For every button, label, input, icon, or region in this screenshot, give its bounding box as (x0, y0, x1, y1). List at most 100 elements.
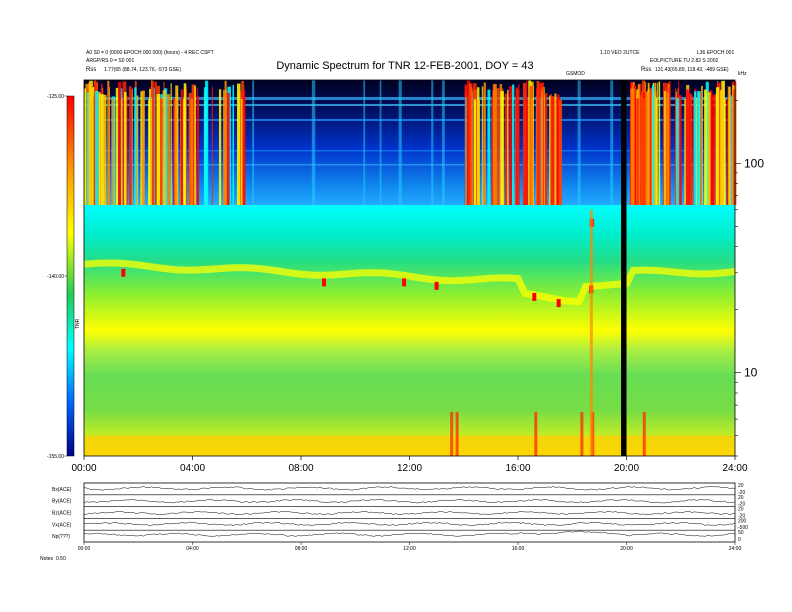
storm-streak (638, 83, 642, 205)
storm-streak (720, 89, 724, 205)
storm-streak (715, 87, 720, 205)
storm-streak (166, 94, 171, 205)
storm-streak (504, 93, 509, 205)
bright-spot (532, 292, 537, 301)
panel-right-tick: -500 (738, 525, 748, 531)
header-right-top-b: L36 EPOCH 001 (697, 50, 734, 56)
panel-right-tick: 0 (738, 537, 741, 543)
storm-streak (522, 82, 526, 205)
storm-streak (689, 93, 692, 205)
x-tick-label: 04:00 (180, 463, 205, 474)
vertical-streak (398, 80, 402, 205)
header-left-line-2: ARGP/RS 0 = S0 001 (86, 58, 134, 64)
header-right-top-a: 1.10 VEO 2UTCE (600, 50, 640, 56)
storm-streak (149, 88, 153, 205)
lower-band-background (84, 205, 735, 456)
panel-right-tick: -20 (738, 513, 745, 519)
storm-streak (684, 98, 687, 205)
storm-streak (658, 81, 661, 205)
storm-streak (117, 81, 122, 205)
storm-streak (701, 85, 703, 205)
storm-streak (99, 94, 104, 205)
bright-spot (434, 281, 439, 290)
storm-streak (148, 99, 151, 205)
storm-streak (537, 83, 541, 205)
color-bar-tick-label: -140.00 (47, 274, 64, 280)
storm-streak (532, 85, 534, 205)
storm-streak (180, 89, 184, 205)
storm-streak (188, 92, 192, 205)
storm-streak (95, 90, 99, 205)
line-x-tick-label: 16:00 (512, 546, 525, 552)
x-tick-label: 24:00 (722, 463, 747, 474)
storm-streak (174, 99, 177, 205)
panel-right-tick: -20 (738, 502, 745, 508)
storm-streak (468, 83, 473, 205)
storm-streak (226, 93, 230, 205)
line-x-tick-label: 04:00 (186, 546, 199, 552)
panel-trace (83, 510, 736, 516)
storm-streak (530, 98, 534, 205)
storm-streak (481, 86, 484, 205)
storm-streak (630, 88, 635, 205)
vertical-streak (379, 80, 382, 205)
storm-streak (156, 94, 160, 205)
storm-streak (558, 99, 563, 205)
storm-streak (124, 92, 127, 205)
storm-streak (487, 89, 491, 205)
spectral-stripe (84, 164, 735, 166)
low-frequency-burst (642, 411, 646, 456)
panel-right-tick: -20 (738, 490, 745, 496)
storm-streak (136, 95, 139, 205)
spectral-stripe (84, 119, 735, 121)
panel-right-tick: 50 (738, 530, 744, 536)
storm-streak (664, 99, 669, 205)
color-bar-tick-label: -155.00 (47, 454, 64, 460)
panel-trace (83, 530, 736, 537)
x-tick-label: 16:00 (505, 463, 530, 474)
storm-streak (652, 84, 655, 205)
storm-streak (154, 81, 158, 205)
color-bar-labels: -125.00 -140.00 -155.00 (47, 94, 67, 460)
storm-region-morning (128, 80, 246, 205)
storm-streak (98, 92, 101, 205)
footer-label: Notes (40, 556, 54, 562)
storm-streak (107, 80, 110, 205)
bright-spot (556, 299, 561, 308)
storm-streak (697, 90, 701, 205)
vertical-streak (311, 80, 316, 205)
storm-streak (476, 99, 481, 205)
storm-streak (509, 86, 513, 205)
storm-streak (111, 98, 114, 205)
storm-streak (192, 92, 194, 205)
storm-streak (500, 91, 504, 205)
storm-streak (704, 89, 707, 205)
line-x-tick-label: 24:00 (729, 546, 742, 552)
storm-streak (732, 89, 737, 205)
low-frequency-emission (84, 435, 735, 456)
storm-streak (483, 82, 486, 205)
storm-streak (700, 91, 702, 205)
storm-streak (164, 88, 168, 205)
storm-streak (550, 94, 552, 205)
storm-streak (728, 99, 731, 205)
vertical-streak (363, 80, 366, 205)
storm-streak (232, 85, 235, 205)
storm-streak (108, 87, 111, 205)
vertical-streak (610, 80, 614, 205)
storm-streak (679, 95, 682, 205)
storm-streak (128, 86, 132, 205)
storm-streak (496, 88, 500, 205)
storm-streak (551, 95, 555, 205)
storm-streak (243, 90, 246, 205)
storm-streak (170, 83, 172, 205)
low-frequency-burst (580, 411, 584, 456)
header-left-line-1: A0 S0 = 0 (0000 EPOCH 000 000) (hours) -… (86, 50, 214, 56)
khz-label: kHz (738, 71, 747, 77)
storm-streak (120, 99, 123, 205)
storm-streak (726, 99, 730, 205)
storm-streak (633, 85, 637, 205)
storm-streak (549, 95, 552, 205)
storm-streak (134, 87, 137, 205)
storm-streak (512, 84, 515, 205)
